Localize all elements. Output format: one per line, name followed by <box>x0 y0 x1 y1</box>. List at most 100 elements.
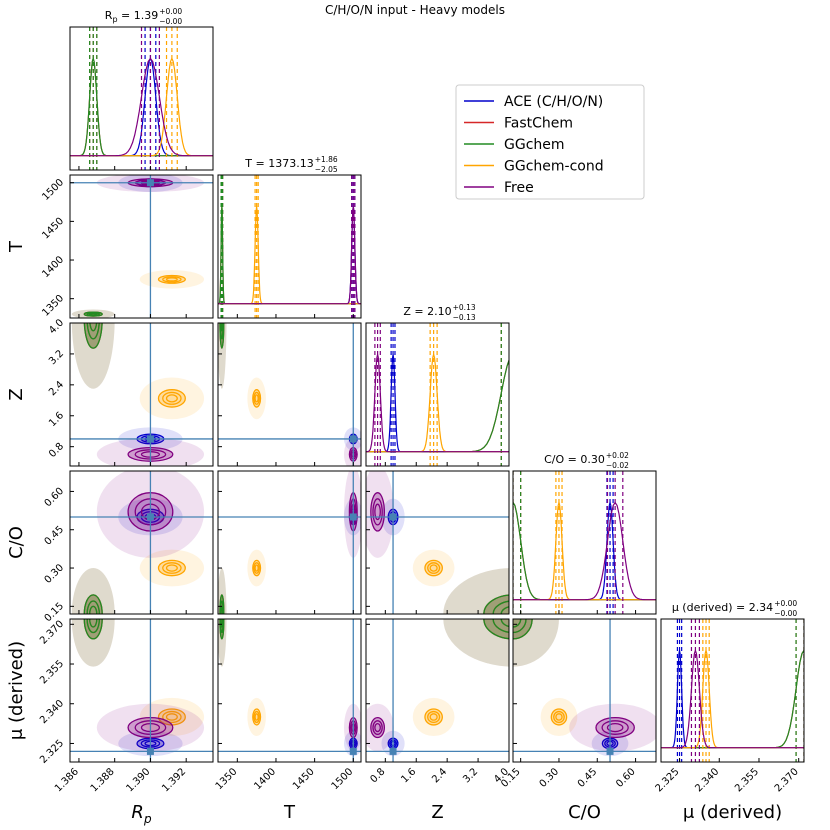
contour <box>252 389 262 408</box>
x-axis-label: T <box>283 802 296 823</box>
scatter-cloud <box>443 619 509 667</box>
contour <box>253 710 260 724</box>
contour <box>165 394 178 403</box>
histogram <box>661 649 804 749</box>
histogram <box>218 206 361 305</box>
legend-label: GGchem-cond <box>504 159 604 175</box>
histogram-panel <box>218 175 361 318</box>
histogram <box>366 358 509 453</box>
histogram <box>218 206 361 305</box>
contour <box>165 713 178 721</box>
truth-marker <box>146 435 154 443</box>
title-text: = 1.39 <box>118 9 159 22</box>
y-tick-label: 2.325 <box>38 738 66 766</box>
contour <box>253 391 260 405</box>
contour <box>220 619 224 628</box>
contour <box>372 498 383 526</box>
title-lower: −0.00 <box>159 17 182 26</box>
density-fill <box>84 619 103 639</box>
histogram <box>513 502 656 601</box>
density-fill <box>84 323 103 349</box>
title-upper: +0.13 <box>453 303 476 312</box>
contour <box>424 559 443 577</box>
scatter-cloud <box>443 568 509 614</box>
contour <box>254 394 259 403</box>
legend-label: Free <box>504 180 534 196</box>
y-tick-label: 1350 <box>40 293 66 319</box>
density-fill <box>483 595 509 614</box>
scatter-cloud <box>247 377 266 420</box>
x-tick-label: 1.386 <box>53 766 81 794</box>
contour <box>424 708 443 726</box>
x-tick-label: 2.4 <box>430 766 449 785</box>
panel-frame <box>69 26 214 171</box>
contour <box>220 323 224 332</box>
title-upper: +1.86 <box>315 155 338 164</box>
x-tick-label: 2.355 <box>733 766 761 794</box>
contour <box>252 559 262 577</box>
y-tick-label: 2.340 <box>38 698 66 726</box>
density-panel <box>218 619 361 762</box>
contour <box>606 722 624 733</box>
y-tick-label: 0.30 <box>43 562 67 586</box>
x-tick-label: 2.370 <box>773 766 801 794</box>
title-text: R <box>105 9 113 22</box>
density-fill <box>483 619 509 639</box>
panel-frame <box>217 470 362 615</box>
x-tick-label: 1350 <box>214 766 240 792</box>
contour <box>86 600 100 614</box>
y-tick-label: 3.2 <box>47 348 66 367</box>
density-panel <box>366 619 509 762</box>
scatter-cloud <box>139 697 205 737</box>
title-sub: p <box>112 15 117 24</box>
histogram-panel <box>70 27 213 170</box>
panel-frame <box>217 618 362 763</box>
contour <box>427 562 441 574</box>
title-lower: −0.13 <box>453 313 476 322</box>
scatter-cloud <box>247 697 266 737</box>
contour <box>595 716 635 739</box>
contour <box>555 713 563 721</box>
y-tick-label: 2.355 <box>38 658 66 686</box>
y-tick-label: 1400 <box>40 254 66 280</box>
scatter-cloud <box>218 323 227 389</box>
contour <box>89 605 98 614</box>
y-axis-label: μ (derived) <box>6 641 27 740</box>
panel-frame <box>365 470 510 615</box>
histogram-panel <box>513 471 656 614</box>
truth-marker <box>389 747 397 755</box>
y-tick-label: 4.0 <box>47 317 66 336</box>
panel-title: μ (derived) = 2.34 <box>672 601 773 614</box>
contour <box>370 716 386 739</box>
title-upper: +0.02 <box>606 451 629 460</box>
label-text: T <box>283 802 296 823</box>
title-upper: +0.00 <box>774 599 797 608</box>
y-tick-label: 2.4 <box>47 379 66 398</box>
chart-title: C/H/O/N input - Heavy models <box>325 3 505 17</box>
scatter-cloud <box>513 619 559 667</box>
contour <box>372 720 383 735</box>
contour <box>162 562 182 574</box>
scatter-cloud <box>139 377 205 420</box>
truth-marker <box>349 513 357 521</box>
y-axis-label: C/O <box>6 526 27 559</box>
legend-frame <box>455 84 645 200</box>
contour <box>219 600 224 614</box>
scatter-cloud <box>412 549 455 587</box>
truth-marker <box>349 435 357 443</box>
x-axis-label: Z <box>431 802 443 823</box>
label-text: R <box>131 802 144 823</box>
x-tick-label: 1400 <box>252 766 278 792</box>
x-tick-label: 1500 <box>330 766 356 792</box>
density-panel <box>70 619 213 762</box>
density-panel <box>366 471 509 614</box>
x-tick-label: 2.340 <box>693 766 721 794</box>
density-fill <box>84 323 103 349</box>
panel-frame <box>69 470 214 615</box>
x-tick-label: 2.325 <box>654 766 682 794</box>
contour <box>162 391 182 405</box>
contour <box>374 722 381 733</box>
scatter-cloud <box>540 697 578 737</box>
contour <box>165 277 178 282</box>
histogram-panel <box>366 323 509 466</box>
